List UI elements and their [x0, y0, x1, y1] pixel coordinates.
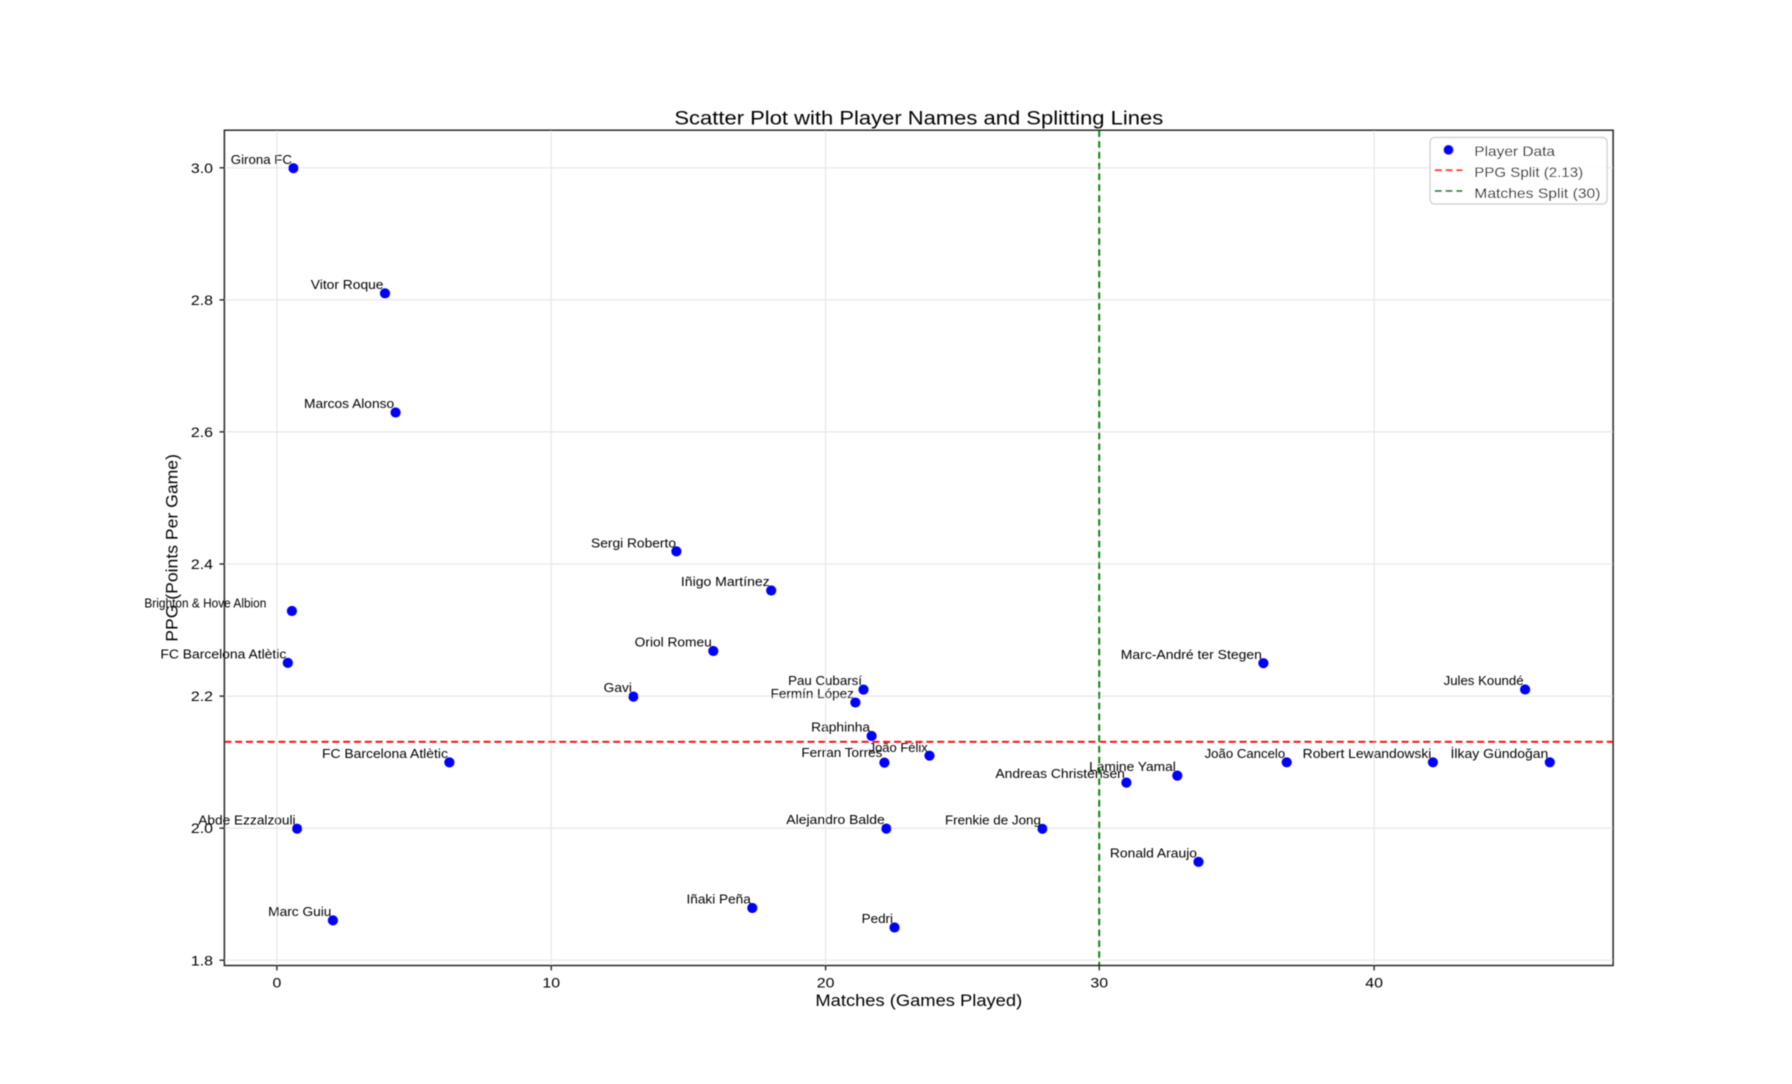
svg-text:João Cancelo: João Cancelo [1205, 747, 1286, 761]
svg-text:0: 0 [273, 974, 282, 990]
svg-text:2.2: 2.2 [191, 688, 213, 704]
svg-text:Sergi Roberto: Sergi Roberto [591, 537, 676, 551]
svg-text:Brighton & Hove Albion: Brighton & Hove Albion [144, 596, 266, 610]
svg-text:Marc Guiu: Marc Guiu [268, 905, 331, 919]
svg-text:Player Data: Player Data [1474, 143, 1555, 159]
svg-text:2.6: 2.6 [191, 424, 213, 440]
svg-text:Robert Lewandowski: Robert Lewandowski [1303, 747, 1432, 761]
svg-text:Ronald Araujo: Ronald Araujo [1110, 847, 1197, 861]
svg-text:Matches (Games Played): Matches (Games Played) [815, 991, 1022, 1010]
svg-text:Andreas Christensen: Andreas Christensen [995, 767, 1125, 781]
svg-text:Scatter Plot with Player Names: Scatter Plot with Player Names and Split… [674, 108, 1163, 130]
svg-text:20: 20 [817, 974, 835, 990]
svg-text:PPG (Points Per Game): PPG (Points Per Game) [163, 454, 182, 642]
svg-text:FC Barcelona Atlètic: FC Barcelona Atlètic [322, 747, 448, 761]
svg-text:Pau Cubarsí: Pau Cubarsí [788, 674, 862, 688]
svg-text:10: 10 [542, 974, 560, 990]
svg-text:40: 40 [1365, 974, 1383, 990]
svg-text:Matches Split (30): Matches Split (30) [1474, 185, 1600, 201]
svg-text:Lamine Yamal: Lamine Yamal [1089, 760, 1176, 774]
svg-text:Iñigo Martínez: Iñigo Martínez [681, 575, 770, 589]
svg-text:1.8: 1.8 [191, 952, 213, 968]
svg-text:3.0: 3.0 [191, 160, 213, 176]
svg-text:Marc-André ter Stegen: Marc-André ter Stegen [1121, 648, 1262, 662]
svg-text:2.4: 2.4 [191, 556, 213, 572]
svg-text:2.0: 2.0 [191, 820, 213, 836]
svg-text:João Félix: João Félix [869, 741, 929, 755]
svg-text:İlkay Gündoğan: İlkay Gündoğan [1451, 747, 1549, 761]
svg-text:Abde Ezzalzouli: Abde Ezzalzouli [198, 813, 295, 827]
svg-text:Raphinha: Raphinha [811, 721, 870, 735]
svg-text:Alejandro Balde: Alejandro Balde [786, 813, 885, 827]
svg-text:Ferran Torres: Ferran Torres [801, 746, 882, 760]
svg-text:Girona FC: Girona FC [231, 153, 292, 167]
svg-text:PPG Split (2.13): PPG Split (2.13) [1474, 164, 1583, 180]
svg-text:Gavi: Gavi [604, 681, 632, 695]
svg-text:Marcos Alonso: Marcos Alonso [304, 397, 394, 411]
svg-text:Vitor Roque: Vitor Roque [311, 278, 384, 292]
svg-text:Frenkie de Jong: Frenkie de Jong [945, 813, 1041, 827]
svg-text:Fermín López: Fermín López [771, 687, 854, 701]
svg-text:FC Barcelona Atlètic: FC Barcelona Atlètic [160, 648, 286, 662]
svg-text:Iñaki Peña: Iñaki Peña [687, 893, 751, 907]
svg-text:30: 30 [1090, 974, 1108, 990]
svg-text:Jules Koundé: Jules Koundé [1444, 674, 1524, 688]
svg-text:2.8: 2.8 [191, 292, 213, 308]
svg-text:Pedri: Pedri [862, 912, 893, 926]
svg-text:Oriol Romeu: Oriol Romeu [635, 636, 712, 650]
